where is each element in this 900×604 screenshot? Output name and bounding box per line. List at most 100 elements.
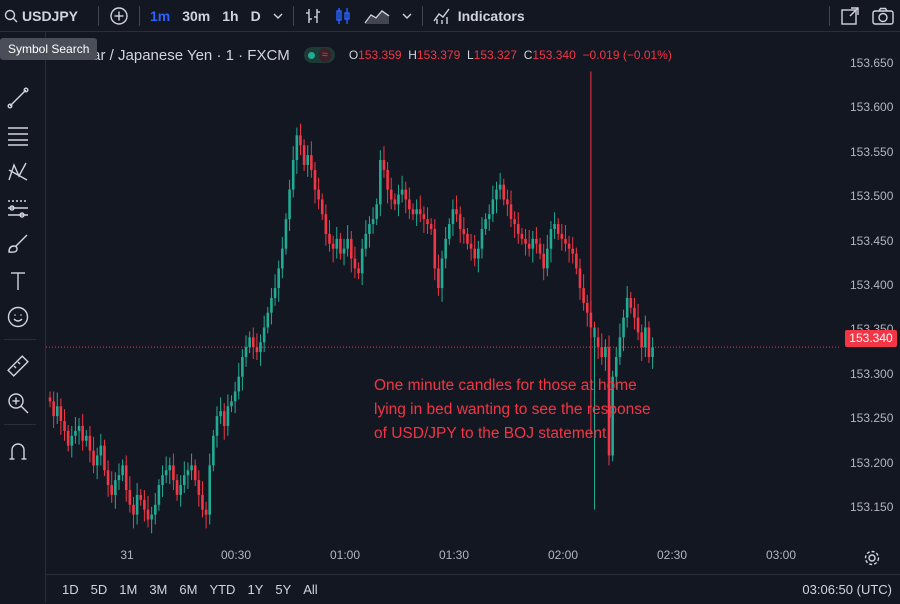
candle	[585, 294, 589, 327]
candles-style-button[interactable]	[328, 0, 358, 31]
candle	[328, 220, 331, 252]
candle	[270, 288, 273, 325]
candle	[288, 179, 291, 231]
candle	[175, 474, 179, 501]
divider	[829, 5, 830, 26]
range-5d[interactable]: 5D	[90, 582, 108, 597]
trendline-tool[interactable]	[4, 84, 32, 112]
range-6m[interactable]: 6M	[179, 582, 198, 597]
range-1m[interactable]: 1M	[119, 582, 138, 597]
candle	[411, 203, 415, 221]
low-key: L	[466, 48, 474, 62]
candle	[640, 324, 643, 361]
interval-dropdown[interactable]	[267, 0, 289, 31]
search-icon	[4, 9, 18, 22]
text-tool[interactable]	[4, 267, 32, 295]
bar-style-button[interactable]	[298, 0, 328, 31]
interval-30m[interactable]: 30m	[182, 7, 211, 24]
brush-icon	[8, 234, 28, 253]
range-1d[interactable]: 1D	[62, 582, 79, 597]
fullscreen-button[interactable]	[834, 0, 866, 31]
time-tick: 01:00	[329, 548, 361, 562]
interval-d[interactable]: D	[250, 7, 261, 24]
measure-tool[interactable]	[4, 352, 32, 380]
candle	[135, 483, 139, 525]
interval-1m[interactable]: 1m	[150, 7, 171, 24]
candle	[535, 227, 538, 254]
candlestick-chart[interactable]	[46, 32, 840, 572]
bars-icon	[305, 8, 320, 23]
candle	[636, 303, 640, 341]
range-3m[interactable]: 3M	[149, 582, 168, 597]
chart-type-dropdown[interactable]	[396, 0, 418, 31]
symbol-search-button[interactable]: USDJPY	[0, 0, 94, 31]
candle	[251, 327, 255, 359]
range-5y[interactable]: 5Y	[275, 582, 292, 597]
price-tick: 153.450	[850, 234, 894, 248]
indicators-icon	[433, 8, 450, 24]
time-tick: 00:30	[220, 548, 252, 562]
candle	[255, 333, 259, 360]
candle	[85, 429, 88, 447]
projection-tool[interactable]	[4, 194, 32, 222]
chart-annotation[interactable]: One minute candles for those at home lyi…	[374, 374, 734, 446]
candle	[364, 220, 368, 257]
pattern-tool[interactable]	[4, 158, 32, 186]
candle	[542, 243, 545, 281]
snapshot-button[interactable]	[866, 0, 900, 31]
candle	[266, 306, 270, 334]
pattern-icon	[8, 162, 28, 181]
area-style-button[interactable]	[358, 0, 396, 31]
emoji-tool[interactable]	[4, 303, 32, 331]
candle	[201, 481, 204, 518]
settings-icon[interactable]	[864, 550, 880, 566]
market-status-badge[interactable]: ≈	[303, 47, 335, 63]
candle	[633, 297, 636, 330]
candle	[241, 349, 244, 391]
indicators-button[interactable]: Indicators	[427, 0, 531, 31]
symbol-search-tooltip: Symbol Search	[0, 38, 98, 60]
time-axis[interactable]: 31 00:30 01:00 01:30 02:00 02:30 03:00	[46, 548, 840, 568]
candle	[81, 414, 84, 451]
range-all[interactable]: All	[303, 582, 318, 597]
candle	[520, 227, 524, 245]
brush-tool[interactable]	[4, 230, 32, 258]
utc-clock[interactable]: 03:06:50 (UTC)	[802, 582, 892, 597]
range-1y[interactable]: 1Y	[247, 582, 264, 597]
candles-icon	[336, 7, 350, 24]
symbol-title: . Dollar / Japanese Yen · 1 · FXCM	[58, 46, 290, 64]
candle	[197, 470, 201, 507]
text-icon	[11, 272, 25, 290]
camera-icon	[872, 7, 894, 25]
fib-tool[interactable]	[4, 121, 32, 149]
wave-icon: ≈	[318, 48, 331, 62]
candle	[146, 495, 150, 528]
candle	[121, 459, 124, 482]
interval-1h[interactable]: 1h	[222, 7, 239, 24]
candle	[549, 221, 553, 263]
candle	[386, 162, 389, 204]
magnet-tool[interactable]	[4, 437, 32, 465]
divider	[4, 339, 36, 340]
candle	[99, 433, 103, 466]
candle	[208, 453, 212, 525]
candle	[404, 181, 408, 214]
candle	[248, 331, 251, 354]
candle	[379, 150, 382, 217]
range-ytd[interactable]: YTD	[209, 582, 236, 597]
candle	[651, 337, 654, 369]
compare-button[interactable]	[103, 0, 135, 31]
candle	[498, 172, 502, 200]
price-axis[interactable]: 153.650 153.600 153.550 153.500 153.450 …	[840, 32, 900, 572]
close-key: C	[523, 48, 533, 62]
candle	[74, 417, 77, 444]
time-tick: 01:30	[438, 548, 470, 562]
candle	[150, 506, 153, 534]
open-key: O	[348, 48, 359, 62]
zoom-tool[interactable]	[4, 389, 32, 417]
candle	[644, 315, 647, 358]
candle	[477, 240, 480, 273]
candle	[408, 187, 411, 220]
candle	[291, 146, 295, 198]
price-tick: 153.400	[850, 278, 894, 292]
